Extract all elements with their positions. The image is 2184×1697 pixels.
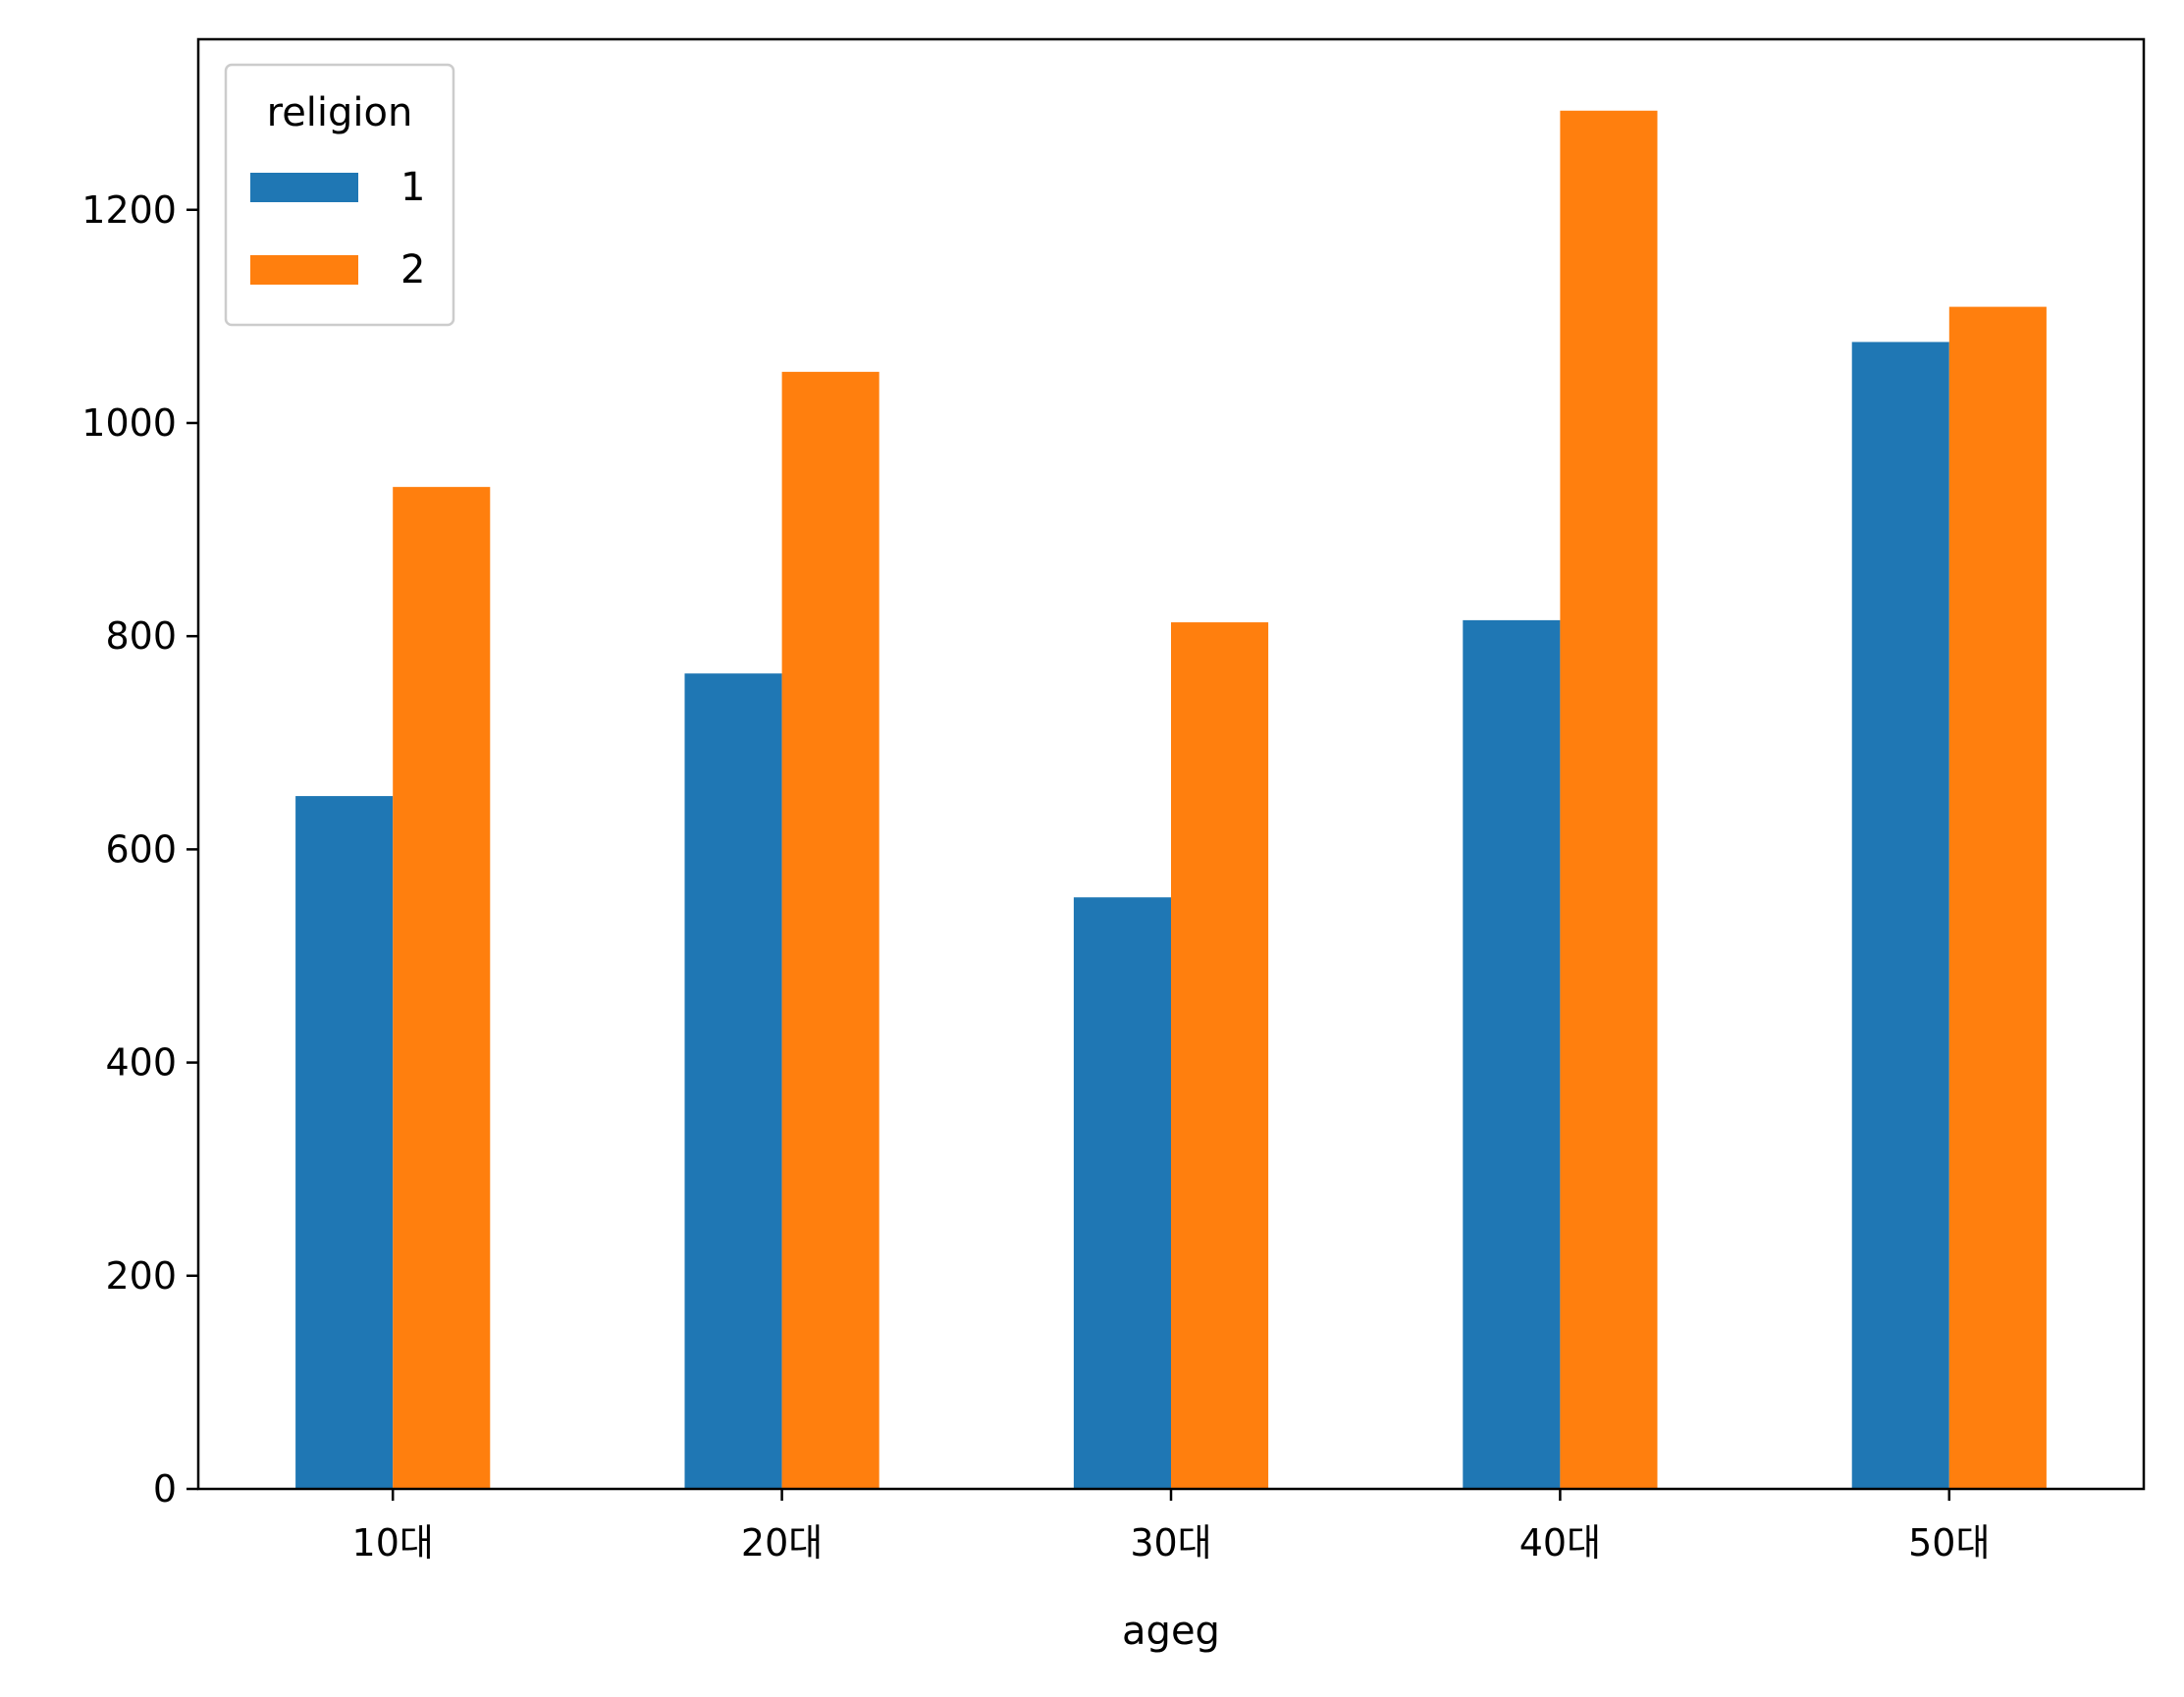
legend-items: 12 xyxy=(250,165,425,292)
x-tick-label: 30대 xyxy=(1130,1521,1211,1564)
y-tick-label: 600 xyxy=(105,827,177,871)
y-tick-label: 1000 xyxy=(81,401,177,445)
y-tick-label: 400 xyxy=(105,1041,177,1085)
x-axis: 10대 20대 30대 40대 50대 xyxy=(352,1489,1990,1564)
bars-group xyxy=(295,110,2047,1490)
x-axis-label: ageg xyxy=(1122,1609,1220,1654)
y-tick-label: 200 xyxy=(105,1254,177,1298)
bar-50대-series-2 xyxy=(1948,306,2047,1489)
bar-20대-series-2 xyxy=(781,371,879,1489)
bar-30대-series-2 xyxy=(1171,622,1269,1489)
legend-swatch-2 xyxy=(250,255,358,285)
y-tick-label: 0 xyxy=(153,1467,177,1511)
bar-50대-series-1 xyxy=(1851,342,1949,1489)
legend-label-2: 2 xyxy=(400,247,425,292)
legend-title: religion xyxy=(267,90,413,135)
legend-swatch-1 xyxy=(250,173,358,202)
bar-20대-series-1 xyxy=(684,673,782,1489)
legend: religion 12 xyxy=(224,63,455,327)
bar-40대-series-1 xyxy=(1463,619,1561,1489)
x-tick-label: 20대 xyxy=(741,1521,823,1564)
x-tick-label: 50대 xyxy=(1908,1521,1990,1564)
bar-10대-series-1 xyxy=(295,796,394,1489)
x-tick-label: 10대 xyxy=(352,1521,434,1564)
bar-40대-series-2 xyxy=(1560,110,1658,1490)
legend-label-1: 1 xyxy=(400,165,425,210)
x-tick-label: 40대 xyxy=(1519,1521,1601,1564)
y-axis: 0 200 400 600 800 1000 1200 xyxy=(81,188,198,1511)
y-tick-label: 1200 xyxy=(81,188,177,232)
bar-10대-series-2 xyxy=(393,487,491,1490)
bar-30대-series-1 xyxy=(1073,897,1171,1489)
y-tick-label: 800 xyxy=(105,614,177,658)
